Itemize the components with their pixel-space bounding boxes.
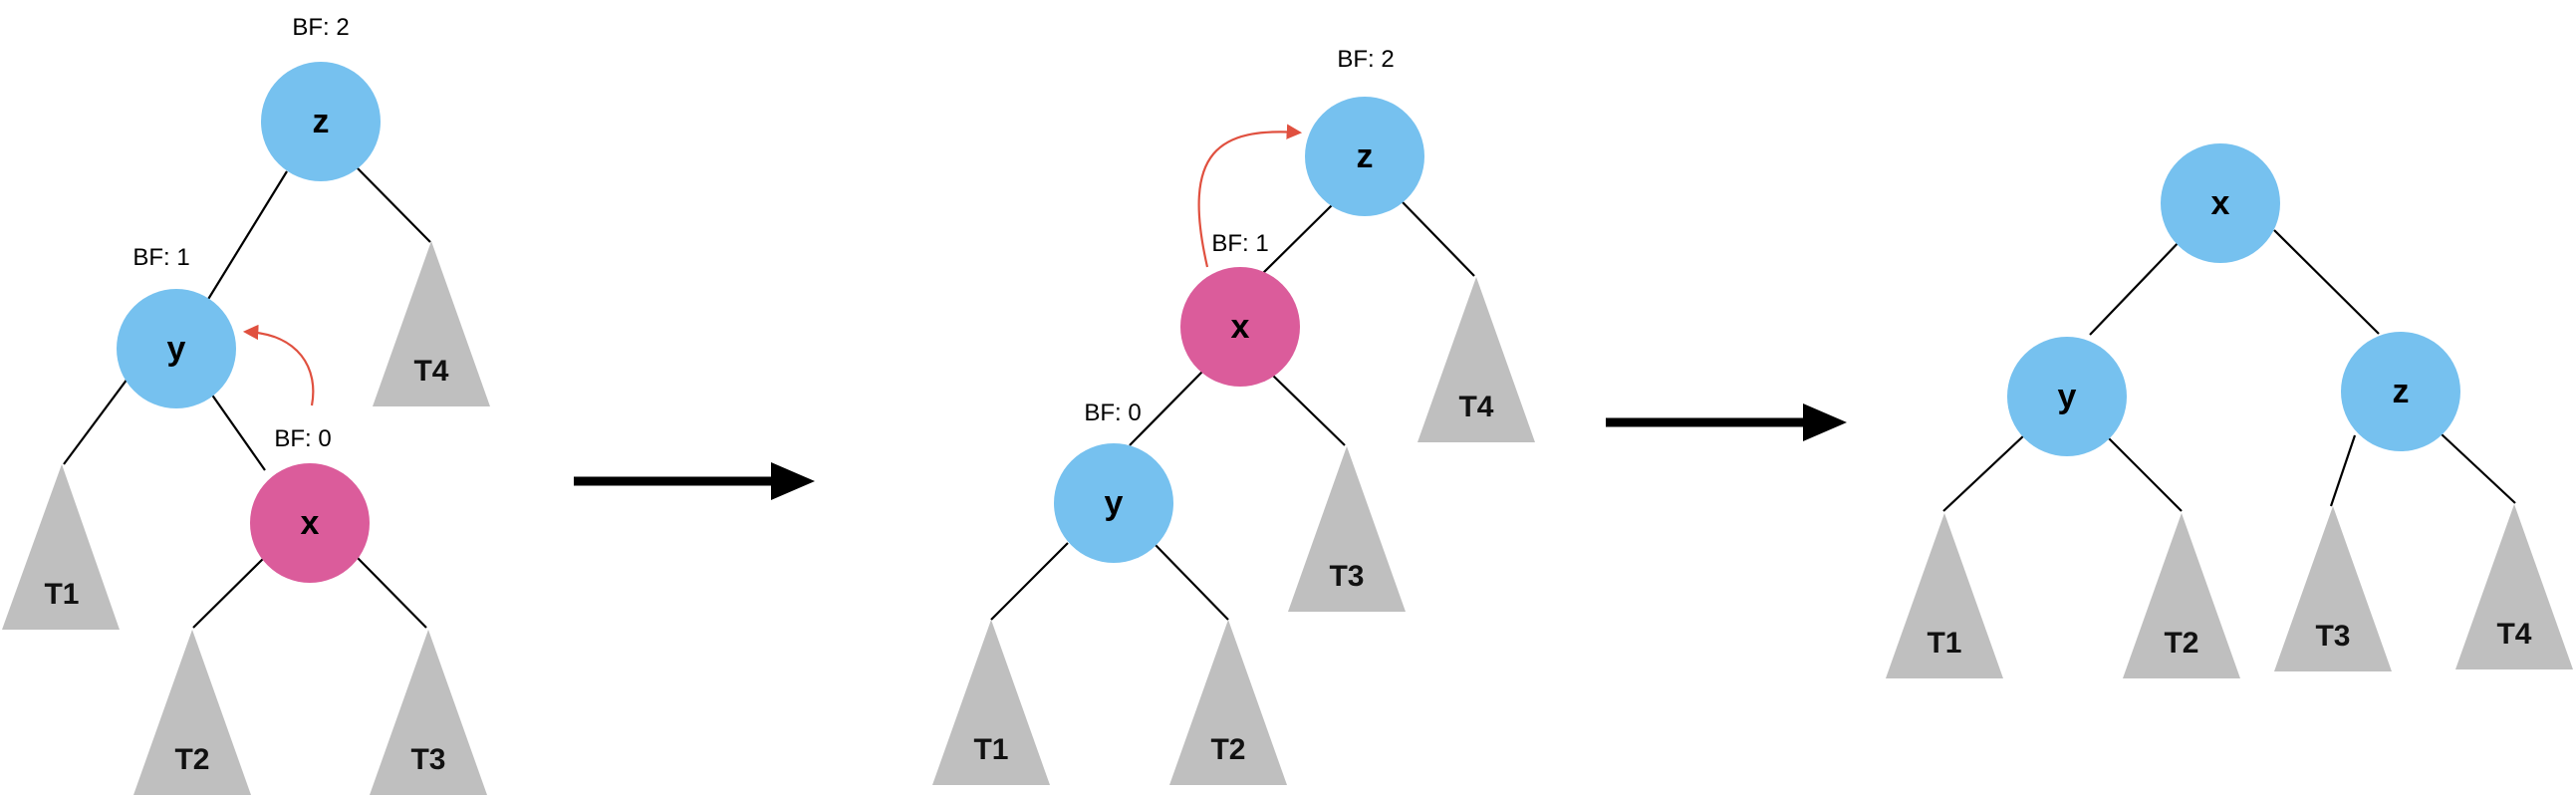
stage3-node-y bbox=[2007, 337, 2127, 456]
edge-z-t3 bbox=[2329, 434, 2357, 507]
edge-x-y bbox=[1129, 370, 1204, 446]
stage2-subtree-t2-label: T2 bbox=[1210, 733, 1245, 766]
stage1-node-x bbox=[250, 463, 370, 583]
stage1-subtree-t4-label: T4 bbox=[413, 355, 448, 388]
stage2-bf-y: BF: 0 bbox=[1084, 400, 1141, 426]
stage2-subtree-t3-triangle bbox=[1288, 446, 1406, 612]
transition-arrow-2 bbox=[1606, 403, 1847, 441]
edge-y-t2 bbox=[2107, 436, 2183, 512]
stage1-bf-y: BF: 1 bbox=[132, 244, 189, 271]
transition-arrow-1-head bbox=[771, 462, 815, 500]
stage1-subtree-t3-triangle bbox=[370, 630, 487, 795]
stage2-node-z bbox=[1305, 97, 1424, 216]
stage1-subtree-t2-triangle bbox=[133, 630, 251, 795]
edge-x-y bbox=[2089, 236, 2185, 336]
stage1-node-y-label: y bbox=[167, 330, 186, 368]
stage1-node-x-label: x bbox=[301, 504, 320, 542]
stage3-subtree-t1-label: T1 bbox=[1927, 627, 1961, 660]
stage1-rotation-arrow bbox=[242, 324, 315, 406]
edge-z-t4 bbox=[2440, 432, 2516, 504]
edge-z-x bbox=[1260, 203, 1334, 276]
stage3-subtree-t2-label: T2 bbox=[2164, 627, 2198, 660]
stage2-subtree-t3-label: T3 bbox=[1329, 560, 1364, 593]
stage3-node-x-label: x bbox=[2211, 184, 2230, 222]
stage1-tree: T4 T1 T2 T3 z y x BF: 2 BF: 1 BF: 0 bbox=[2, 14, 490, 795]
stage1-bf-x: BF: 0 bbox=[274, 425, 331, 452]
stage1-subtree-t3-label: T3 bbox=[410, 743, 445, 776]
edge-y-t1 bbox=[63, 378, 129, 465]
stage2-subtree-t1-label: T1 bbox=[973, 733, 1008, 766]
edge-x-t3 bbox=[354, 554, 427, 629]
stage2-subtree-t4-label: T4 bbox=[1458, 391, 1493, 423]
stage1-subtree-t1-triangle bbox=[2, 464, 120, 630]
edge-y-t2 bbox=[1153, 542, 1229, 621]
edge-y-t1 bbox=[1942, 433, 2026, 512]
stage3-subtree-t3-triangle bbox=[2274, 506, 2392, 671]
transition-arrow-1 bbox=[574, 462, 815, 500]
stage3-subtree-t4-label: T4 bbox=[2496, 618, 2531, 651]
stage2-node-x-label: x bbox=[1231, 308, 1250, 346]
edge-y-t1 bbox=[990, 542, 1069, 621]
transition-arrow-2-head bbox=[1803, 403, 1847, 441]
stage2-rotation-arrow bbox=[1197, 124, 1303, 268]
stage1-bf-z: BF: 2 bbox=[292, 14, 349, 41]
stage3-node-z-label: z bbox=[2393, 373, 2410, 410]
stage1-subtree-t4-triangle bbox=[373, 241, 490, 406]
stage3-node-x bbox=[2161, 143, 2280, 263]
stage3-node-z bbox=[2341, 332, 2460, 451]
edge-z-y bbox=[206, 170, 288, 302]
stage3-subtree-t4-triangle bbox=[2455, 504, 2573, 669]
stage3-subtree-t2-triangle bbox=[2123, 513, 2240, 678]
stage2-subtree-t4-triangle bbox=[1417, 277, 1535, 442]
stage2-node-y bbox=[1054, 443, 1173, 563]
edge-z-t4 bbox=[356, 166, 431, 243]
stage3-subtree-t3-label: T3 bbox=[2315, 620, 2350, 653]
edge-x-t2 bbox=[192, 554, 268, 629]
stage2-bf-z: BF: 2 bbox=[1337, 46, 1394, 73]
stage2-node-y-label: y bbox=[1105, 484, 1124, 522]
stage2-node-z-label: z bbox=[1357, 137, 1374, 175]
stage3-node-y-label: y bbox=[2058, 378, 2077, 415]
stage1-node-y bbox=[117, 289, 236, 408]
stage1-node-z-label: z bbox=[313, 103, 330, 140]
stage1-node-z bbox=[261, 62, 381, 181]
stage1-subtree-t1-label: T1 bbox=[44, 578, 79, 611]
edge-x-z bbox=[2273, 229, 2380, 335]
stage1-subtree-t2-label: T2 bbox=[174, 743, 209, 776]
stage2-subtree-t2-triangle bbox=[1169, 620, 1287, 785]
edge-z-t4 bbox=[1402, 201, 1475, 277]
stage2-node-x bbox=[1180, 267, 1300, 387]
stage3-tree: T1 T2 T3 T4 x y z bbox=[1886, 143, 2573, 678]
stage2-subtree-t1-triangle bbox=[932, 620, 1050, 785]
edge-x-t3 bbox=[1272, 375, 1346, 446]
stage2-tree: T4 T3 T1 T2 z x y BF: 2 BF: 1 BF: 0 bbox=[932, 46, 1535, 785]
edge-y-x bbox=[210, 393, 266, 471]
stage2-bf-x: BF: 1 bbox=[1211, 230, 1268, 257]
stage3-subtree-t1-triangle bbox=[1886, 513, 2003, 678]
